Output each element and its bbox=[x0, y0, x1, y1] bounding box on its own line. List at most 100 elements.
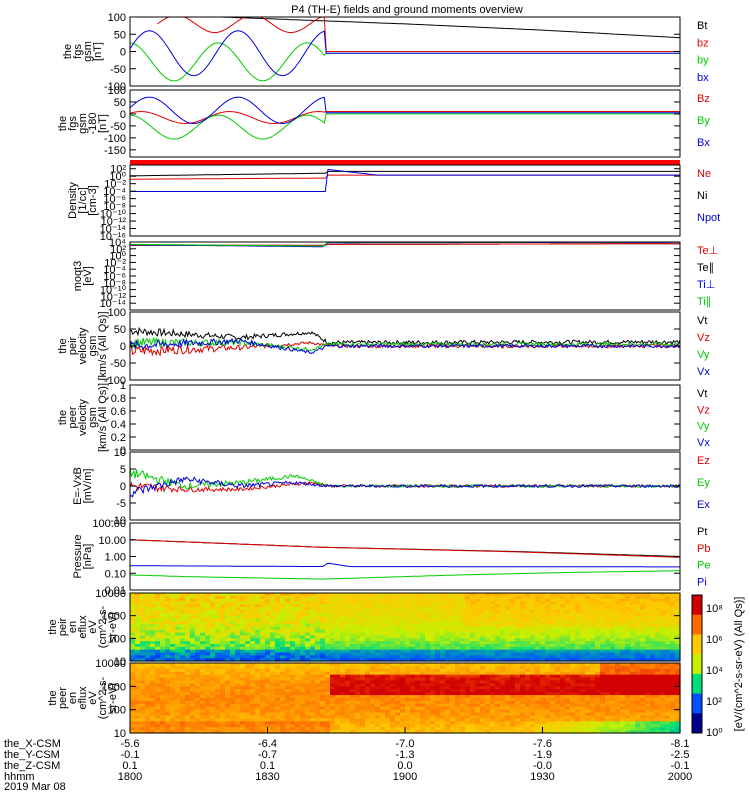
spectrogram-cell bbox=[665, 624, 671, 628]
spectrogram-cell bbox=[305, 683, 311, 687]
spectrogram-cell bbox=[265, 627, 271, 631]
spectrogram-cell bbox=[455, 712, 461, 717]
spectrogram-cell bbox=[475, 641, 481, 645]
spectrogram-cell bbox=[430, 658, 436, 662]
spectrogram-cell bbox=[300, 674, 306, 679]
spectrogram-cell bbox=[195, 601, 201, 605]
spectrogram-cell bbox=[270, 709, 276, 714]
spectrogram-cell bbox=[315, 635, 321, 639]
y-axis-label: en bbox=[67, 621, 79, 633]
spectrogram-cell bbox=[240, 680, 246, 685]
spectrogram-cell bbox=[375, 692, 381, 696]
spectrogram-cell bbox=[435, 663, 441, 667]
spectrogram-cell bbox=[415, 718, 421, 722]
spectrogram-cell bbox=[225, 692, 231, 696]
spectrogram-cell bbox=[240, 644, 246, 648]
spectrogram-cell bbox=[310, 644, 316, 648]
spectrogram-cell bbox=[235, 715, 241, 720]
spectrogram-cell bbox=[485, 692, 491, 696]
spectrogram-cell bbox=[500, 695, 506, 699]
spectrogram-cell bbox=[320, 621, 326, 625]
spectrogram-cell bbox=[320, 601, 326, 605]
spectrogram-cell bbox=[270, 674, 276, 679]
y-tick-label: 10⁻¹⁰ bbox=[100, 209, 127, 221]
spectrogram-cell bbox=[445, 604, 451, 608]
spectrogram-cell bbox=[415, 646, 421, 651]
spectrogram-cell bbox=[475, 671, 481, 676]
spectrogram-cell bbox=[540, 668, 546, 673]
spectrogram-cell bbox=[435, 652, 441, 656]
spectrogram-cell bbox=[395, 646, 401, 651]
spectrogram-cell bbox=[185, 601, 191, 605]
spectrogram-cell bbox=[285, 692, 291, 696]
spectrogram-cell bbox=[355, 686, 361, 690]
spectrogram-cell bbox=[430, 674, 436, 679]
spectrogram-cell bbox=[565, 601, 571, 605]
spectrogram-cell bbox=[640, 607, 646, 611]
spectrogram-cell bbox=[285, 674, 291, 679]
spectrogram-cell bbox=[280, 649, 286, 654]
spectrogram-cell bbox=[185, 607, 191, 611]
spectrogram-cell bbox=[545, 658, 551, 662]
spectrogram-cell bbox=[490, 692, 496, 696]
spectrogram-cell bbox=[290, 629, 296, 634]
spectrogram-cell bbox=[640, 655, 646, 659]
spectrogram-cell bbox=[410, 646, 416, 651]
spectrogram-cell bbox=[535, 601, 541, 605]
spectrogram-cell bbox=[505, 706, 511, 711]
spectrogram-cell bbox=[485, 668, 491, 673]
spectrogram-cell bbox=[190, 595, 196, 600]
spectrogram-cell bbox=[285, 646, 291, 651]
spectrogram-cell bbox=[360, 703, 366, 708]
spectrogram-cell bbox=[230, 624, 236, 628]
spectrogram-cell bbox=[495, 627, 501, 631]
spectrogram-cell bbox=[420, 641, 426, 645]
spectrogram-cell bbox=[435, 621, 441, 625]
spectrogram-cell bbox=[215, 644, 221, 648]
spectrogram-cell bbox=[275, 641, 281, 645]
spectrogram-cell bbox=[465, 677, 471, 682]
spectrogram-cell bbox=[520, 595, 526, 600]
spectrogram-cell bbox=[410, 677, 416, 682]
spectrogram-cell bbox=[405, 624, 411, 628]
spectrogram-cell bbox=[465, 712, 471, 717]
spectrogram-cell bbox=[615, 610, 621, 614]
spectrogram-cell bbox=[415, 652, 421, 656]
spectrogram-cell bbox=[635, 612, 641, 617]
spectrogram-cell bbox=[265, 610, 271, 614]
spectrogram-cell bbox=[480, 715, 486, 720]
spectrogram-cell bbox=[670, 601, 676, 605]
spectrogram-cell bbox=[285, 612, 291, 617]
spectrogram-cell bbox=[650, 632, 656, 637]
spectrogram-cell bbox=[435, 700, 441, 705]
spectrogram-cell bbox=[235, 635, 241, 639]
spectrogram-cell bbox=[210, 689, 216, 693]
spectrogram-cell bbox=[455, 638, 461, 642]
y-tick-label: 0 bbox=[120, 481, 126, 493]
spectrogram-cell bbox=[520, 715, 526, 720]
spectrogram-cell bbox=[220, 595, 226, 600]
spectrogram-cell bbox=[395, 706, 401, 711]
spectrogram-cell bbox=[575, 658, 581, 662]
spectrogram-cell bbox=[195, 641, 201, 645]
spectrogram-cell bbox=[545, 677, 551, 682]
spectrogram-cell bbox=[440, 703, 446, 708]
spectrogram-cell bbox=[225, 698, 231, 702]
spectrogram-cell bbox=[140, 671, 146, 676]
spectrogram-cell bbox=[285, 703, 291, 708]
spectrogram-cell bbox=[335, 635, 341, 639]
spectrogram-cell bbox=[355, 698, 361, 702]
spectrogram-cell bbox=[240, 598, 246, 603]
spectrogram-cell bbox=[185, 677, 191, 682]
spectrogram-cell bbox=[545, 686, 551, 690]
spectrogram-cell bbox=[510, 607, 516, 611]
spectrogram-cell bbox=[165, 718, 171, 722]
spectrogram-cell bbox=[345, 698, 351, 702]
spectrogram-cell bbox=[275, 671, 281, 676]
spectrogram-cell bbox=[140, 646, 146, 651]
spectrogram-cell bbox=[415, 703, 421, 708]
spectrogram-cell bbox=[460, 612, 466, 617]
spectrogram-cell bbox=[175, 644, 181, 648]
spectrogram-cell bbox=[400, 703, 406, 708]
spectrogram-cell bbox=[165, 706, 171, 711]
